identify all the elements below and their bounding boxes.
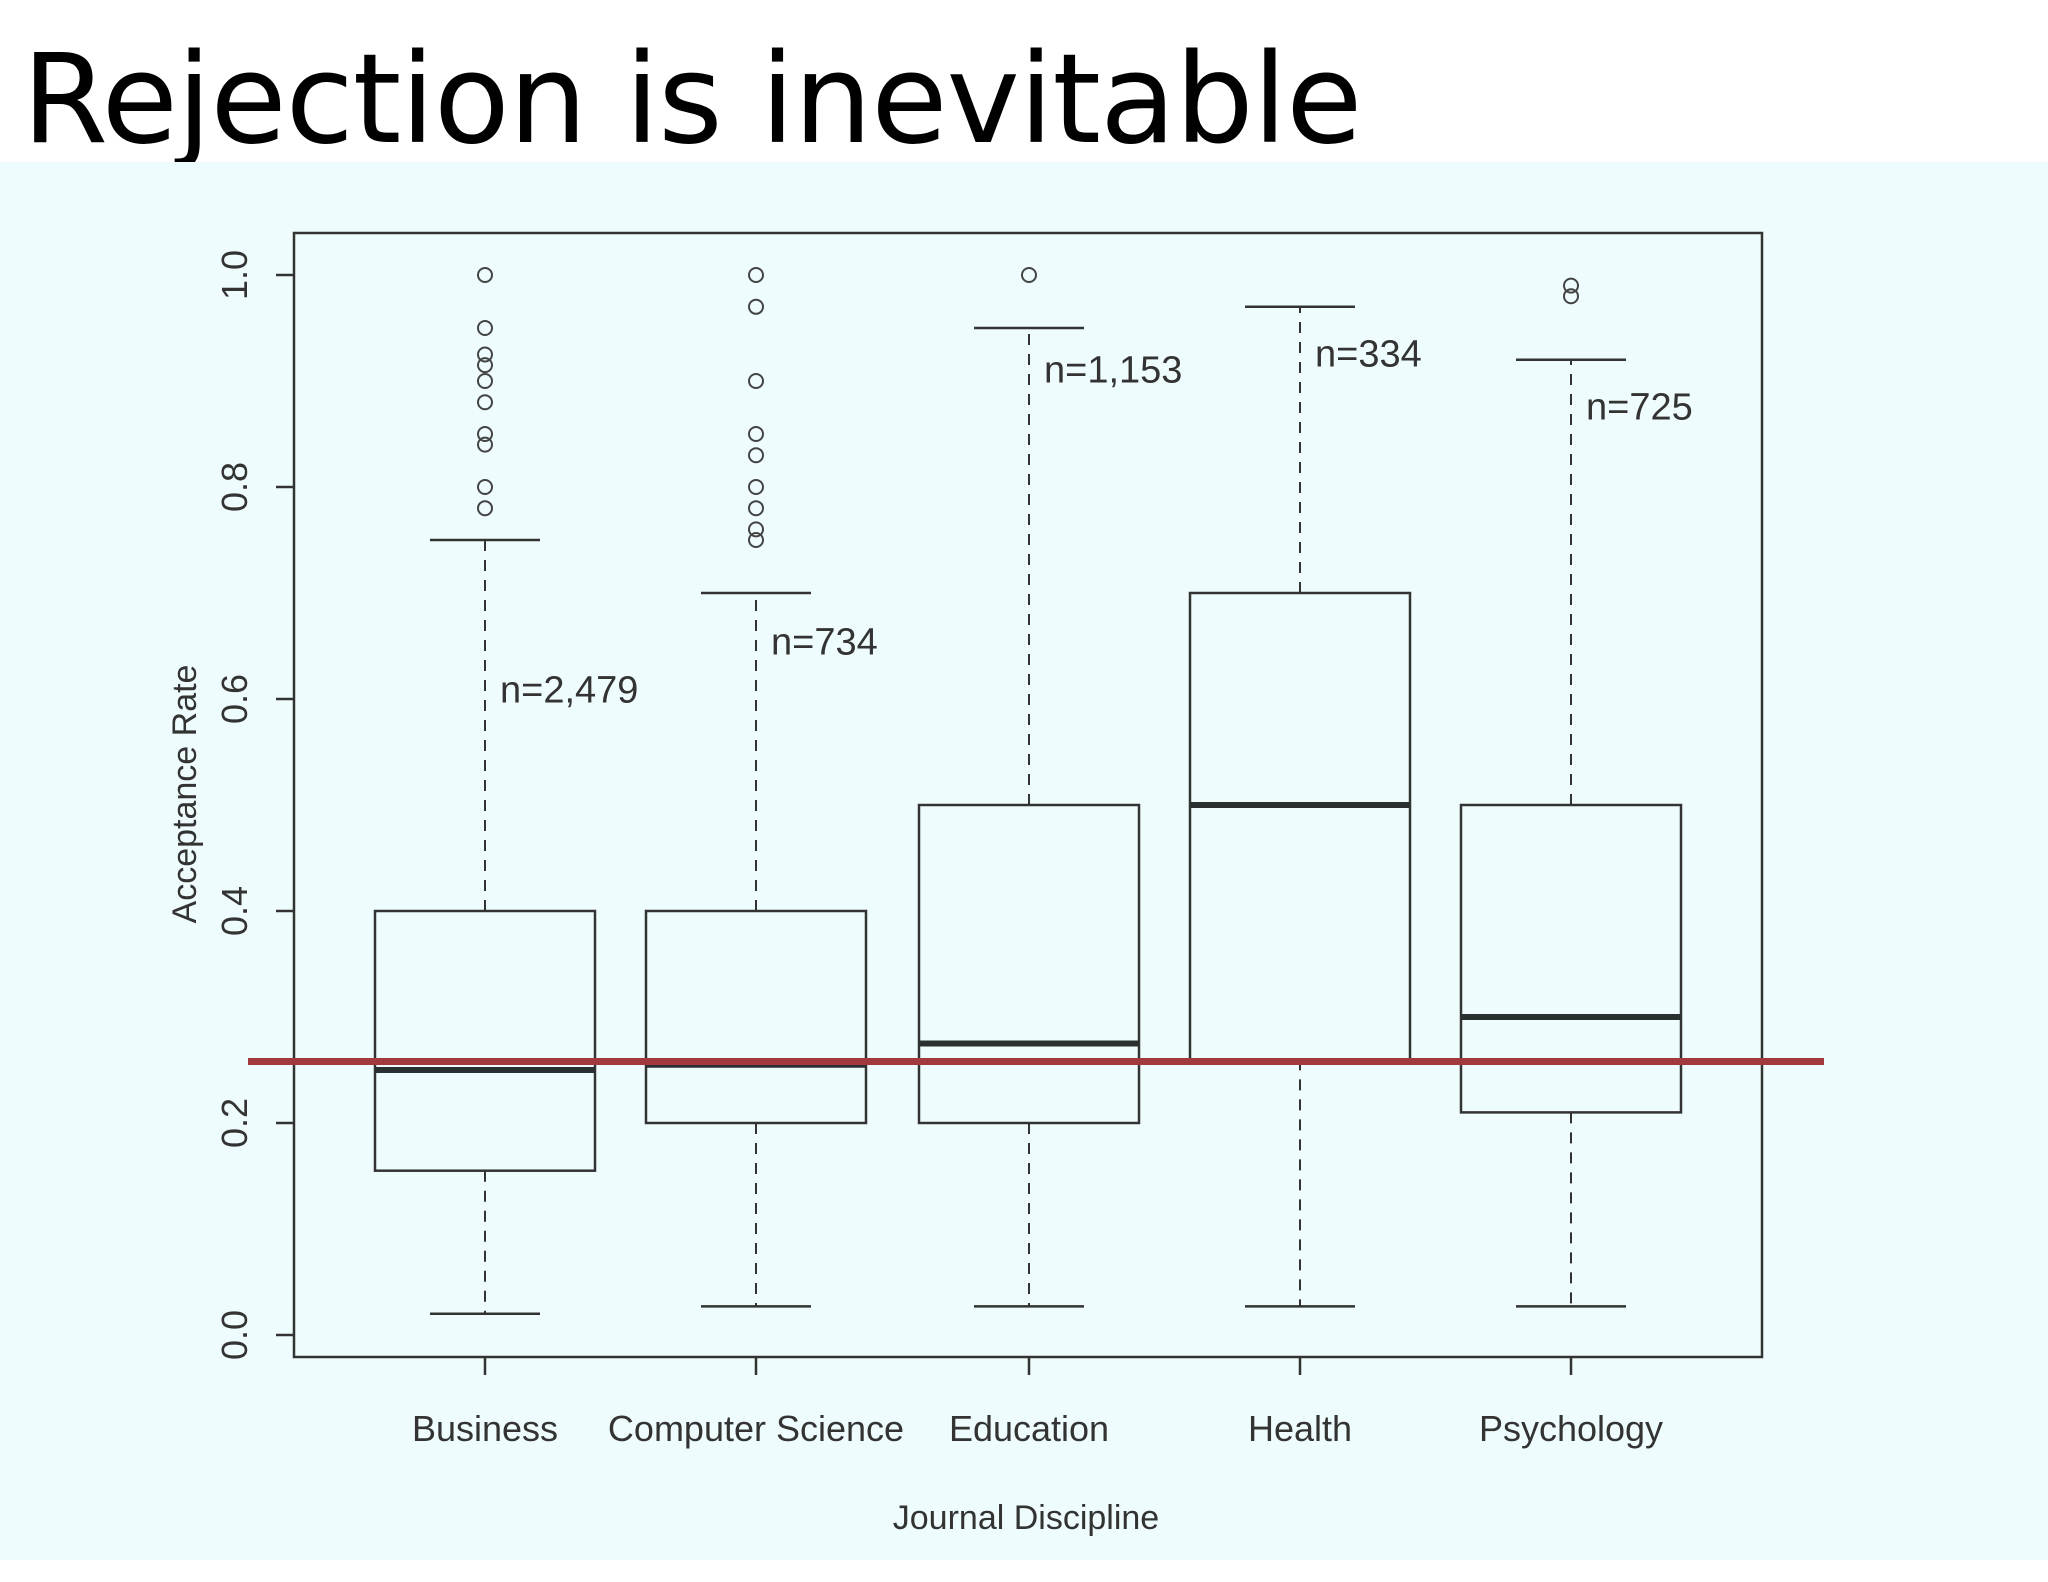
outlier-point [1021, 267, 1037, 283]
sample-size-label: n=725 [1586, 386, 1693, 428]
outlier-point [1563, 277, 1579, 294]
x-tick-label: Education [949, 1408, 1109, 1449]
outlier-point [477, 357, 493, 374]
y-axis: 0.0 0.2 0.4 0.6 0.8 1.0 [214, 250, 294, 1360]
y-tick-label: 0.8 [214, 462, 255, 512]
sample-size-label: n=1,153 [1044, 349, 1182, 391]
outlier-point [477, 346, 493, 363]
box-education: n=1,153 [917, 267, 1182, 1308]
outlier-point [748, 521, 764, 538]
x-tick-label: Computer Science [608, 1408, 904, 1449]
outlier-point [477, 394, 493, 411]
iqr-box [373, 909, 597, 1172]
iqr-box [1459, 803, 1683, 1114]
outlier-point [748, 426, 764, 442]
boxes: n=2,479 n=734 n=1,153 n=334 n=725 [373, 267, 1693, 1316]
sample-size-label: n=334 [1315, 333, 1422, 375]
y-tick-label: 0.4 [214, 886, 255, 936]
box-health: n=334 [1188, 305, 1422, 1308]
slide-title: Rejection is inevitable [22, 28, 1362, 172]
box-psychology: n=725 [1459, 277, 1693, 1308]
y-tick-label: 0.2 [214, 1098, 255, 1148]
x-axis: Business Computer Science Education Health P… [412, 1357, 1663, 1449]
sample-size-label: n=734 [771, 622, 878, 664]
outlier-point [477, 267, 493, 283]
y-tick-label: 0.6 [214, 674, 255, 724]
box-computer-science: n=734 [644, 267, 878, 1308]
outlier-point [477, 320, 493, 336]
outlier-point [748, 447, 764, 464]
y-tick-label: 0.0 [214, 1310, 255, 1360]
x-tick-label: Psychology [1479, 1408, 1663, 1449]
outlier-point [748, 532, 764, 548]
outlier-point [748, 479, 764, 495]
box-business: n=2,479 [373, 267, 638, 1316]
outlier-point [477, 479, 493, 495]
outlier-point [477, 373, 493, 389]
y-axis-title: Acceptance Rate [166, 665, 204, 924]
x-axis-title: Journal Discipline [893, 1499, 1159, 1537]
outlier-point [477, 426, 493, 442]
outlier-point [748, 298, 764, 315]
outlier-point [477, 436, 493, 453]
outlier-point [477, 500, 493, 517]
chart-panel: 0.0 0.2 0.4 0.6 0.8 1.0 Business Computer Scie… [0, 162, 2048, 1560]
x-tick-label: Health [1248, 1408, 1352, 1449]
boxplot-chart: 0.0 0.2 0.4 0.6 0.8 1.0 Business Computer Scie… [166, 231, 1824, 1537]
y-tick-label: 1.0 [214, 250, 255, 300]
iqr-box [644, 909, 868, 1125]
iqr-box [917, 803, 1141, 1125]
outlier-point [748, 373, 764, 389]
iqr-box [1188, 591, 1412, 1061]
sample-size-label: n=2,479 [500, 669, 638, 711]
outlier-point [1563, 288, 1579, 305]
outlier-point [748, 500, 764, 517]
x-tick-label: Business [412, 1408, 558, 1449]
outlier-point [748, 267, 764, 283]
